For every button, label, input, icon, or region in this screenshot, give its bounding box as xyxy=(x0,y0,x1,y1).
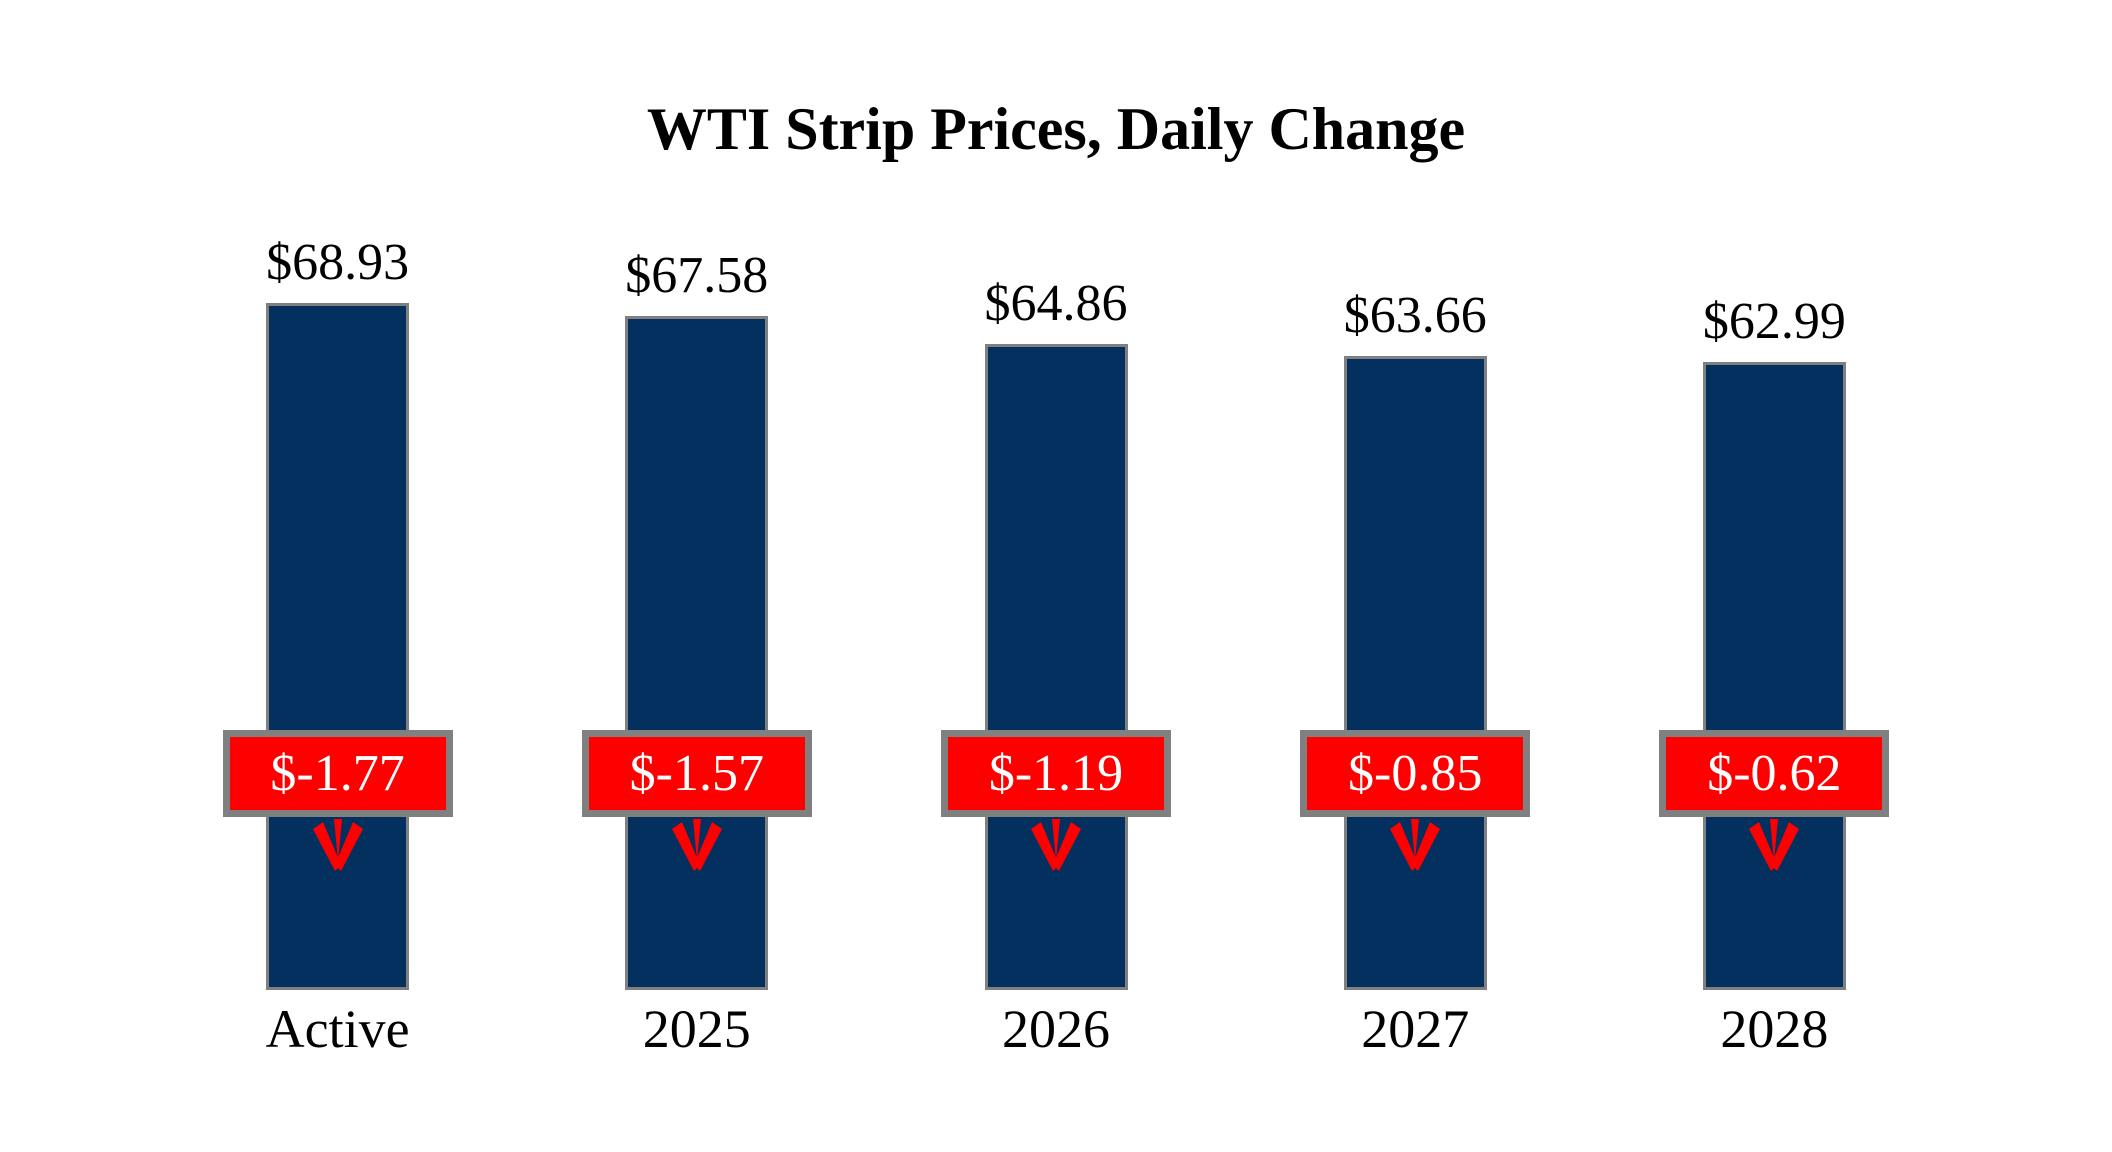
change-badge-group: $-0.62 xyxy=(1659,730,1890,877)
bar-value-label: $64.86 xyxy=(984,275,1128,332)
category-label: 2027 xyxy=(1361,999,1470,1059)
change-badge-label: $-1.57 xyxy=(581,730,812,817)
change-badge-label: $-0.62 xyxy=(1659,730,1890,817)
bar-stack: $67.58 xyxy=(517,250,876,990)
bar-stack: $63.66 xyxy=(1236,290,1595,990)
change-badge-group: $-1.57 xyxy=(581,730,812,877)
change-badge-group: $-1.77 xyxy=(222,730,453,877)
down-arrow-icon xyxy=(1390,819,1441,871)
down-arrow-icon xyxy=(312,819,363,871)
bar-column: $64.86 $-1.19 2026 xyxy=(876,0,1235,1152)
chart-plot-area: $68.93 $-1.77 Active $67.58 $-1.57 2 xyxy=(158,0,1954,1152)
down-arrow-icon xyxy=(1031,819,1081,871)
category-label: 2025 xyxy=(642,999,751,1059)
bar-rect xyxy=(625,316,769,990)
bar-rect xyxy=(1702,362,1846,990)
category-label: Active xyxy=(265,999,410,1059)
bar-value-label: $63.66 xyxy=(1343,287,1487,344)
down-arrow-icon xyxy=(1749,819,1800,871)
bar-stack: $68.93 xyxy=(158,237,517,990)
category-label: 2028 xyxy=(1720,999,1829,1059)
bar-stack: $64.86 xyxy=(876,278,1235,990)
bar-column: $67.58 $-1.57 2025 xyxy=(517,0,876,1152)
category-label: 2026 xyxy=(1002,999,1110,1059)
change-badge-group: $-0.85 xyxy=(1300,730,1531,877)
bar-rect xyxy=(984,344,1128,990)
bar-value-label: $62.99 xyxy=(1702,293,1846,350)
bar-value-label: $68.93 xyxy=(266,234,410,291)
bar-stack: $62.99 xyxy=(1595,296,1954,990)
change-badge-label: $-0.85 xyxy=(1300,730,1531,817)
bar-rect xyxy=(1343,356,1487,990)
chart-title: WTI Strip Prices, Daily Change xyxy=(646,96,1466,162)
bar-column: $62.99 $-0.62 2028 xyxy=(1595,0,1954,1152)
change-badge-group: $-1.19 xyxy=(941,730,1171,877)
change-badge-label: $-1.19 xyxy=(941,730,1171,817)
change-badge-label: $-1.77 xyxy=(222,730,453,817)
bar-column: $68.93 $-1.77 Active xyxy=(158,0,517,1152)
down-arrow-icon xyxy=(671,819,722,871)
bar-rect xyxy=(266,303,410,990)
bar-value-label: $67.58 xyxy=(625,247,769,304)
bar-column: $63.66 $-0.85 2027 xyxy=(1236,0,1595,1152)
